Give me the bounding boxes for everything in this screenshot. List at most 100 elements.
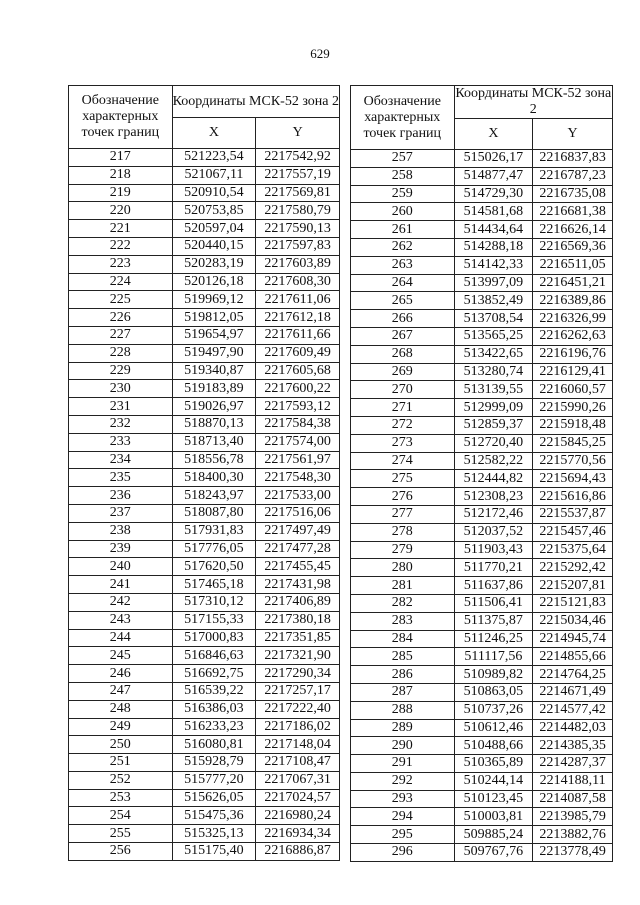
y-coordinate: 2215770,56 (532, 451, 613, 471)
table-row: 231 519026,97 2217593,12 (68, 397, 340, 416)
coordinates-table-right: Обозначение характерных точек границ Коо… (350, 85, 614, 862)
table-row: 265 513852,49 2216389,86 (350, 291, 613, 311)
y-coordinate: 2216060,57 (532, 380, 613, 400)
point-number: 269 (350, 362, 455, 382)
point-number: 281 (350, 576, 455, 595)
x-coordinate: 520753,85 (171, 201, 257, 221)
table-row: 292 510244,14 2214188,11 (350, 771, 613, 791)
x-coordinate: 514288,18 (453, 237, 534, 257)
x-coordinate: 519026,97 (171, 397, 257, 416)
x-coordinate: 517155,33 (171, 610, 257, 630)
point-number: 221 (68, 219, 173, 238)
x-coordinate: 519969,12 (171, 290, 257, 310)
table-row: 225 519969,12 2217611,06 (68, 290, 340, 310)
point-number: 252 (68, 770, 173, 790)
point-number: 268 (350, 344, 455, 364)
y-coordinate: 2217609,49 (255, 343, 340, 363)
y-coordinate: 2214188,11 (532, 771, 613, 791)
x-coordinate: 518400,30 (171, 468, 257, 488)
y-coordinate: 2213985,79 (532, 807, 613, 827)
x-coordinate: 511375,87 (453, 611, 534, 631)
table-row: 234 518556,78 2217561,97 (68, 450, 340, 470)
x-coordinate: 510612,46 (453, 718, 534, 738)
point-number: 265 (350, 291, 455, 311)
y-coordinate: 2216886,87 (255, 842, 340, 861)
x-coordinate: 514729,30 (453, 184, 534, 204)
point-number: 241 (68, 575, 173, 594)
x-coordinate: 516846,63 (171, 646, 257, 666)
point-number: 245 (68, 646, 173, 666)
point-number: 227 (68, 325, 173, 345)
table-row: 254 515475,36 2216980,24 (68, 806, 340, 826)
y-coordinate: 2216451,21 (532, 273, 613, 293)
y-coordinate: 2217497,49 (255, 521, 340, 541)
table-row: 253 515626,05 2217024,57 (68, 788, 340, 808)
point-number: 275 (350, 469, 455, 489)
table-row: 229 519340,87 2217605,68 (68, 361, 340, 381)
table-row: 278 512037,52 2215457,46 (350, 522, 613, 542)
x-coordinate: 521067,11 (171, 165, 257, 185)
y-coordinate: 2217516,06 (255, 503, 340, 523)
x-coordinate: 513997,09 (453, 273, 534, 293)
point-number: 280 (350, 558, 455, 578)
x-coordinate: 518870,13 (171, 414, 257, 434)
y-coordinate: 2216681,38 (532, 202, 613, 222)
y-coordinate: 2214945,74 (532, 629, 613, 649)
y-coordinate: 2216262,63 (532, 326, 613, 346)
y-coordinate: 2214855,66 (532, 647, 613, 667)
table-row: 286 510989,82 2214764,25 (350, 665, 613, 684)
point-number: 225 (68, 290, 173, 310)
x-coordinate: 517310,12 (171, 592, 257, 612)
y-coordinate: 2217406,89 (255, 592, 340, 612)
table-row: 281 511637,86 2215207,81 (350, 576, 613, 595)
x-coordinate: 515928,79 (171, 753, 257, 772)
point-number: 289 (350, 718, 455, 738)
point-number: 220 (68, 201, 173, 221)
table-row: 218 521067,11 2217557,19 (68, 165, 340, 185)
y-coordinate: 2217561,97 (255, 450, 340, 470)
y-coordinate: 2217612,18 (255, 308, 340, 327)
table-row: 285 511117,56 2214855,66 (350, 647, 613, 667)
x-coordinate: 512037,52 (453, 522, 534, 542)
table-row: 272 512859,37 2215918,48 (350, 415, 613, 435)
y-coordinate: 2216934,34 (255, 824, 340, 844)
table-row: 237 518087,80 2217516,06 (68, 503, 340, 523)
point-number: 278 (350, 522, 455, 542)
coordinates-table-left: Обозначение характерных точек границ Коо… (68, 85, 341, 861)
y-coordinate: 2215616,86 (532, 487, 613, 506)
table-row: 228 519497,90 2217609,49 (68, 343, 340, 363)
table-row: 250 516080,81 2217148,04 (68, 735, 340, 755)
y-coordinate: 2214764,25 (532, 665, 613, 684)
y-coordinate: 2217590,13 (255, 219, 340, 238)
point-number: 255 (68, 824, 173, 844)
point-number: 234 (68, 450, 173, 470)
x-coordinate: 510365,89 (453, 754, 534, 773)
x-coordinate: 519183,89 (171, 379, 257, 399)
point-number: 240 (68, 557, 173, 577)
table-row: 295 509885,24 2213882,76 (350, 825, 613, 845)
table-row: 266 513708,54 2216326,99 (350, 309, 613, 328)
y-coordinate: 2216787,23 (532, 166, 613, 186)
x-coordinate: 509885,24 (453, 825, 534, 845)
point-number: 253 (68, 788, 173, 808)
table-row: 275 512444,82 2215694,43 (350, 469, 613, 489)
y-coordinate: 2217222,40 (255, 699, 340, 719)
x-coordinate: 512172,46 (453, 504, 534, 524)
x-coordinate: 515777,20 (171, 770, 257, 790)
y-coordinate: 2216735,08 (532, 184, 613, 204)
x-coordinate: 510863,05 (453, 682, 534, 702)
point-number: 295 (350, 825, 455, 845)
point-number: 282 (350, 593, 455, 613)
point-number: 287 (350, 682, 455, 702)
point-number: 236 (68, 486, 173, 505)
table-row: 280 511770,21 2215292,42 (350, 558, 613, 578)
table-row: 243 517155,33 2217380,18 (68, 610, 340, 630)
x-coordinate: 512859,37 (453, 415, 534, 435)
y-coordinate: 2214287,37 (532, 754, 613, 773)
point-number: 296 (350, 843, 455, 862)
table-row: 232 518870,13 2217584,38 (68, 414, 340, 434)
x-coordinate: 509767,76 (453, 843, 534, 862)
x-coordinate: 517620,50 (171, 557, 257, 577)
y-coordinate: 2216326,99 (532, 309, 613, 328)
y-coordinate: 2217024,57 (255, 788, 340, 808)
